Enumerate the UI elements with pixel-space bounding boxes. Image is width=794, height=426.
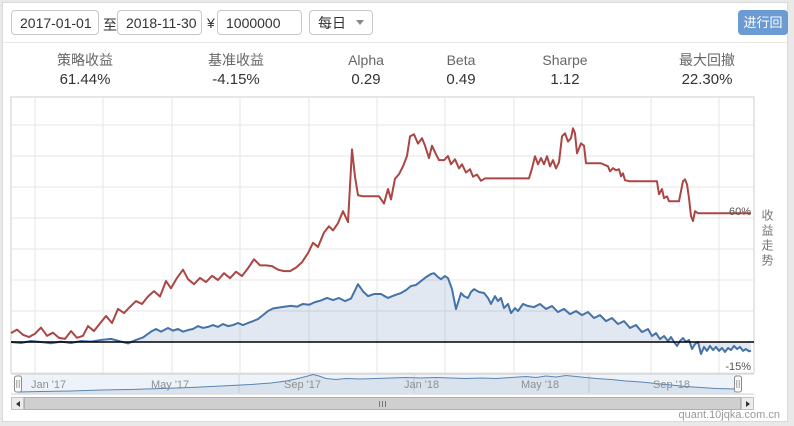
navigator-right-handle[interactable]	[734, 375, 742, 393]
navigator-left-handle[interactable]	[14, 375, 22, 393]
metric-max-drawdown: 最大回撤 22.30%	[679, 51, 735, 91]
strategy-line	[10, 127, 751, 340]
arrow-left-icon	[15, 400, 20, 407]
metric-label: 基准收益	[208, 52, 264, 68]
arrow-right-icon	[745, 400, 750, 407]
metric-label: Sharpe	[542, 52, 588, 68]
metric-benchmark-return: 基准收益 -4.15%	[208, 51, 264, 91]
y-axis-label: 60%	[729, 206, 751, 218]
scrollbar-left-button[interactable]	[11, 397, 24, 410]
metric-label: 策略收益	[57, 52, 113, 68]
metric-beta: Beta 0.49	[446, 51, 475, 91]
metric-sharpe: Sharpe 1.12	[542, 51, 587, 91]
metric-value: 1.12	[550, 71, 580, 88]
toolbar-divider	[3, 42, 787, 43]
toolbar: 至 ¥ 每日 进行回测	[3, 3, 788, 55]
metric-alpha: Alpha 0.29	[348, 51, 384, 91]
x-axis-label: Jan '18	[404, 379, 439, 391]
metric-label: Alpha	[348, 52, 384, 68]
scrollbar-right-button[interactable]	[741, 397, 754, 410]
date-from-input[interactable]	[11, 10, 99, 35]
metric-value: 0.29	[351, 71, 381, 88]
chart-scrollbar[interactable]	[11, 397, 754, 410]
returns-chart: 60% -15% Jan '17 May '17 Sep '17 Jan '18 May '…	[10, 96, 755, 395]
y-axis-label: -15%	[725, 361, 751, 373]
run-backtest-button[interactable]: 进行回测	[738, 10, 788, 55]
metric-label: 最大回撤	[679, 52, 735, 68]
backtest-panel: 至 ¥ 每日 进行回测 策略收益 61.44% 基准收益 -4.15% Alph…	[2, 2, 788, 422]
x-axis-label: Jan '17	[31, 379, 66, 391]
currency-symbol: ¥	[207, 15, 215, 31]
watermark: quant.10jqka.com.cn	[678, 409, 780, 421]
navigator-selected-range[interactable]	[18, 374, 738, 394]
frequency-value: 每日	[318, 14, 346, 31]
date-separator-label: 至	[103, 17, 117, 33]
x-axis-label: Sep '18	[653, 379, 690, 391]
scrollbar-thumb[interactable]	[24, 397, 741, 410]
initial-capital-input[interactable]	[217, 10, 302, 35]
navigator-area	[18, 374, 736, 393]
x-axis-label: May '17	[151, 379, 189, 391]
x-axis-label: Sep '17	[284, 379, 321, 391]
scrollbar-grip-icon	[385, 400, 386, 407]
navigator-line	[17, 373, 737, 393]
date-to-input[interactable]	[117, 10, 202, 35]
metric-strategy-return: 策略收益 61.44%	[57, 51, 113, 91]
metric-label: Beta	[446, 52, 476, 68]
chevron-down-icon	[356, 20, 364, 25]
metric-value: 22.30%	[681, 71, 733, 88]
metric-value: 0.49	[446, 71, 476, 88]
scrollbar-grip-icon	[379, 400, 380, 407]
scrollbar-grip-icon	[382, 400, 383, 407]
y-axis-title: 收益走势	[760, 209, 774, 269]
metric-value: 61.44%	[59, 71, 111, 88]
benchmark-area	[11, 273, 751, 354]
x-axis-label: May '18	[521, 379, 559, 391]
frequency-select[interactable]: 每日	[309, 10, 373, 35]
metric-value: -4.15%	[212, 71, 260, 88]
